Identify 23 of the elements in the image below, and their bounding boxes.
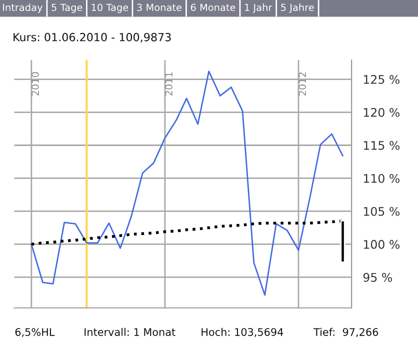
y-tick-label: 125 % [364, 75, 400, 84]
x-tick-label: 2010 [32, 72, 39, 96]
text: Intraday [3, 4, 42, 13]
chart-title: Kurs: 01.06.2010 - 100,9873 [14, 32, 171, 42]
text: 6,5%HL [15, 328, 55, 338]
text: Tief: 97,266 [313, 328, 378, 338]
text: 6 Monate [190, 4, 236, 12]
y-tick-label: 95 % [363, 272, 392, 282]
y-tick-label: 105 % [364, 206, 400, 216]
text: 5 Tage [52, 4, 82, 13]
line-series [30, 70, 344, 296]
text: Intervall: 1 Monat [84, 328, 176, 336]
x-tick-label: 2011 [165, 72, 172, 96]
text: 1 Jahr [245, 4, 272, 13]
y-tick-label: 110 % [364, 174, 400, 183]
y-tick-label: 100 % [364, 240, 400, 249]
text: Hoch: 103,5694 [202, 328, 284, 338]
x-tick-label: 2012 [298, 72, 306, 96]
y-tick-label: 120 % [364, 108, 400, 117]
text: 3 Monate [137, 4, 182, 12]
text: 5 Jahre [281, 4, 314, 13]
y-tick-label: 115 % [364, 140, 400, 150]
text: 10 Tage [92, 4, 128, 13]
